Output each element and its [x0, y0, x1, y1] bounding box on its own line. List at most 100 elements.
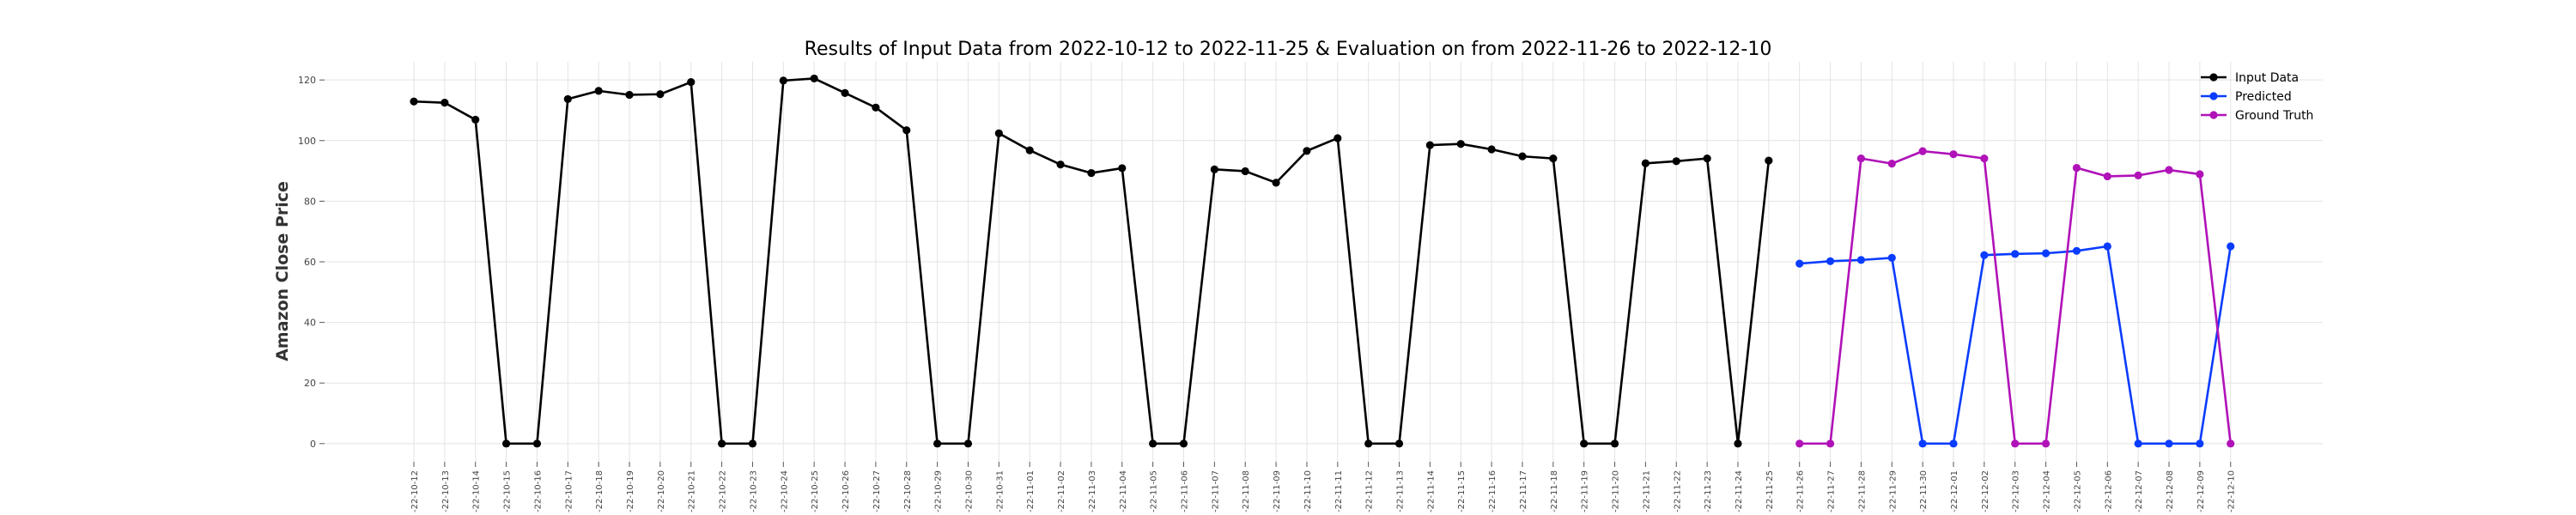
data-point-ground-truth: [2041, 439, 2050, 448]
y-axis-ticks: 0 20 40 60 80 100 120: [298, 75, 325, 450]
y-tick-label: 20: [304, 378, 316, 389]
data-point-input-data: [994, 129, 1003, 137]
x-tick-label: -22-11-18: [1550, 470, 1559, 512]
data-point-ground-truth: [1826, 439, 1835, 448]
data-point-predicted: [2227, 242, 2235, 251]
data-point-ground-truth: [1795, 439, 1804, 448]
y-tick-label: 80: [304, 196, 316, 207]
data-point-input-data: [1518, 152, 1527, 161]
x-tick-label: -22-10-27: [872, 470, 882, 512]
x-tick-label: -22-12-04: [2043, 470, 2052, 512]
data-point-input-data: [1425, 141, 1434, 149]
x-tick-label: -22-12-09: [2196, 470, 2206, 512]
x-tick-label: -22-11-16: [1488, 470, 1498, 512]
data-point-input-data: [1456, 140, 1465, 148]
data-point-ground-truth: [2011, 439, 2020, 448]
data-point-input-data: [933, 439, 942, 448]
y-axis-label: Amazon Close Price: [273, 181, 292, 361]
data-point-input-data: [1025, 146, 1034, 154]
x-tick-label: -22-11-04: [1119, 470, 1128, 512]
y-tick-label: 60: [304, 257, 316, 268]
data-point-input-data: [1487, 145, 1496, 154]
data-point-input-data: [718, 439, 726, 448]
data-point-input-data: [902, 126, 911, 135]
data-point-input-data: [841, 88, 849, 97]
x-tick-label: -22-11-27: [1827, 470, 1837, 512]
data-point-input-data: [1610, 439, 1619, 448]
x-tick-label: -22-10-29: [934, 470, 944, 512]
data-point-predicted: [1826, 257, 1835, 265]
data-point-input-data: [1272, 179, 1280, 187]
data-point-predicted: [2011, 250, 2020, 258]
data-point-ground-truth: [1949, 150, 1958, 159]
data-point-input-data: [1580, 439, 1589, 448]
x-tick-label: -22-11-13: [1396, 470, 1406, 512]
legend: Input Data Predicted Ground Truth: [2201, 71, 2313, 123]
data-point-input-data: [963, 439, 973, 448]
data-point-input-data: [594, 87, 603, 95]
data-point-input-data: [1549, 154, 1558, 163]
x-tick-label: -22-11-08: [1242, 470, 1251, 512]
data-point-input-data: [440, 99, 449, 107]
data-point-input-data: [625, 90, 634, 100]
x-tick-label: -22-12-08: [2166, 470, 2175, 512]
data-point-input-data: [410, 97, 418, 106]
x-tick-label: -22-11-03: [1088, 470, 1097, 512]
data-point-input-data: [1210, 165, 1218, 173]
data-point-predicted: [2041, 249, 2050, 258]
data-point-input-data: [501, 439, 511, 448]
data-point-input-data: [656, 90, 665, 99]
x-tick-label: -22-11-01: [1026, 470, 1036, 512]
x-tick-label: -22-11-20: [1612, 470, 1621, 512]
data-point-ground-truth: [1887, 160, 1896, 168]
x-tick-label: -22-10-20: [657, 470, 666, 512]
data-point-predicted: [2103, 242, 2111, 251]
legend-label-input-data: Input Data: [2235, 71, 2299, 85]
data-point-ground-truth: [2196, 170, 2204, 179]
y-tick-label: 100: [298, 136, 316, 147]
x-tick-label: -22-11-28: [1857, 470, 1867, 512]
data-point-input-data: [1241, 167, 1249, 176]
data-point-ground-truth: [1980, 154, 1989, 163]
legend-marker-ground-truth: [2209, 111, 2218, 119]
data-point-predicted: [1980, 251, 1989, 259]
x-tick-label: -22-12-10: [2227, 470, 2237, 512]
data-point-ground-truth: [1856, 154, 1866, 163]
data-point-input-data: [532, 439, 542, 448]
legend-label-predicted: Predicted: [2235, 90, 2292, 104]
x-tick-label: -22-12-03: [2012, 470, 2021, 512]
data-point-input-data: [563, 94, 572, 104]
x-tick-label: -22-11-06: [1181, 470, 1190, 512]
x-tick-label: -22-12-01: [1950, 470, 1959, 512]
data-point-input-data: [1149, 439, 1157, 448]
data-point-input-data: [1179, 439, 1188, 448]
data-point-predicted: [1918, 439, 1927, 448]
x-tick-label: -22-11-10: [1303, 470, 1313, 512]
x-tick-label: -22-11-24: [1735, 470, 1744, 512]
x-tick-label: -22-11-09: [1273, 470, 1282, 512]
data-point-input-data: [1703, 154, 1711, 163]
x-tick-label: -22-11-17: [1519, 470, 1528, 512]
x-tick-label: -22-12-05: [2073, 470, 2082, 512]
data-point-input-data: [1734, 439, 1742, 448]
x-tick-label: -22-10-31: [995, 470, 1005, 512]
x-tick-label: -22-11-14: [1426, 470, 1436, 512]
x-tick-label: -22-10-22: [719, 470, 728, 512]
data-point-input-data: [1672, 157, 1680, 166]
data-point-input-data: [1394, 439, 1404, 448]
x-tick-label: -22-11-12: [1365, 470, 1375, 512]
x-tick-label: -22-10-18: [595, 470, 605, 512]
x-axis-ticks: -22-10-12 -22-10-13 -22-10-14 -22-10-15 -22-…: [410, 462, 2237, 512]
data-point-input-data: [1087, 168, 1096, 178]
x-tick-label: -22-10-26: [841, 470, 851, 512]
x-tick-label: -22-11-29: [1888, 470, 1898, 512]
x-tick-label: -22-10-30: [964, 470, 974, 512]
x-tick-label: -22-11-22: [1673, 470, 1682, 512]
x-tick-label: -22-10-13: [441, 470, 451, 512]
y-tick-label: 40: [304, 318, 316, 329]
x-tick-label: -22-12-07: [2135, 470, 2144, 512]
x-tick-label: -22-11-19: [1581, 470, 1590, 512]
data-point-input-data: [872, 103, 880, 112]
